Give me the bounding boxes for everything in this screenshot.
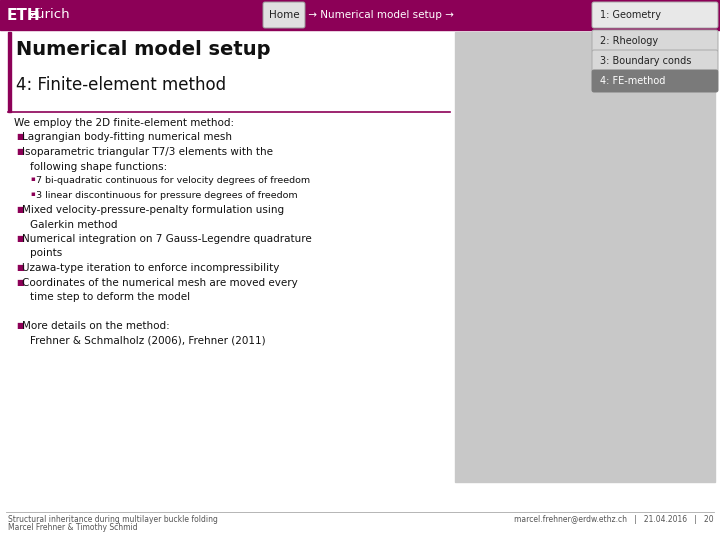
Text: More details on the method:: More details on the method: [22, 321, 170, 331]
Text: ▪: ▪ [30, 191, 35, 197]
Text: Numerical model setup: Numerical model setup [16, 40, 271, 59]
Text: ■: ■ [16, 278, 24, 287]
FancyBboxPatch shape [592, 70, 718, 92]
Text: Numerical integration on 7 Gauss-Legendre quadrature: Numerical integration on 7 Gauss-Legendr… [22, 234, 312, 244]
FancyBboxPatch shape [592, 50, 718, 72]
Text: ETH: ETH [7, 8, 40, 23]
Text: Coordinates of the numerical mesh are moved every: Coordinates of the numerical mesh are mo… [22, 278, 298, 287]
Text: 7 bi-quadratic continuous for velocity degrees of freedom: 7 bi-quadratic continuous for velocity d… [36, 176, 310, 185]
Text: zürich: zürich [29, 9, 70, 22]
FancyBboxPatch shape [263, 2, 305, 28]
Text: Mixed velocity-pressure-penalty formulation using: Mixed velocity-pressure-penalty formulat… [22, 205, 284, 215]
Text: 1: Geometry: 1: Geometry [600, 10, 661, 20]
FancyBboxPatch shape [592, 2, 718, 28]
Text: Uzawa-type iteration to enforce incompressibility: Uzawa-type iteration to enforce incompre… [22, 263, 279, 273]
Text: time step to deform the model: time step to deform the model [30, 292, 190, 302]
Text: marcel.frehner@erdw.ethz.ch   |   21.04.2016   |   20: marcel.frehner@erdw.ethz.ch | 21.04.2016… [514, 515, 714, 524]
Text: → Numerical model setup →: → Numerical model setup → [305, 10, 454, 20]
Text: ■: ■ [16, 147, 24, 156]
Text: following shape functions:: following shape functions: [30, 161, 167, 172]
Bar [8, 32, 11, 112]
Text: 2: Rheology: 2: Rheology [600, 36, 658, 46]
Text: Marcel Frehner & Timothy Schmid: Marcel Frehner & Timothy Schmid [8, 523, 138, 532]
Text: ■: ■ [16, 234, 24, 243]
Text: Lagrangian body-fitting numerical mesh: Lagrangian body-fitting numerical mesh [22, 132, 232, 143]
Text: points: points [30, 248, 62, 259]
Text: Isoparametric triangular T7/3 elements with the: Isoparametric triangular T7/3 elements w… [22, 147, 273, 157]
Bar [455, 32, 715, 482]
FancyBboxPatch shape [592, 30, 718, 52]
Text: Galerkin method: Galerkin method [30, 219, 117, 230]
Text: ■: ■ [16, 132, 24, 141]
Text: ■: ■ [16, 263, 24, 272]
Text: 4: FE-method: 4: FE-method [600, 76, 665, 86]
Text: 4: Finite-element method: 4: Finite-element method [16, 76, 226, 94]
Text: Frehner & Schmalholz (2006), Frehner (2011): Frehner & Schmalholz (2006), Frehner (20… [30, 335, 266, 346]
Text: ▪: ▪ [30, 176, 35, 182]
Text: We employ the 2D finite-element method:: We employ the 2D finite-element method: [14, 118, 234, 128]
Text: Home: Home [269, 10, 300, 20]
Text: ■: ■ [16, 205, 24, 214]
Text: Structural inheritance during multilayer buckle folding: Structural inheritance during multilayer… [8, 515, 218, 524]
Bar [0, 0, 720, 30]
Text: ■: ■ [16, 321, 24, 330]
Text: 3: Boundary conds: 3: Boundary conds [600, 56, 691, 66]
Text: 3 linear discontinuous for pressure degrees of freedom: 3 linear discontinuous for pressure degr… [36, 191, 297, 199]
